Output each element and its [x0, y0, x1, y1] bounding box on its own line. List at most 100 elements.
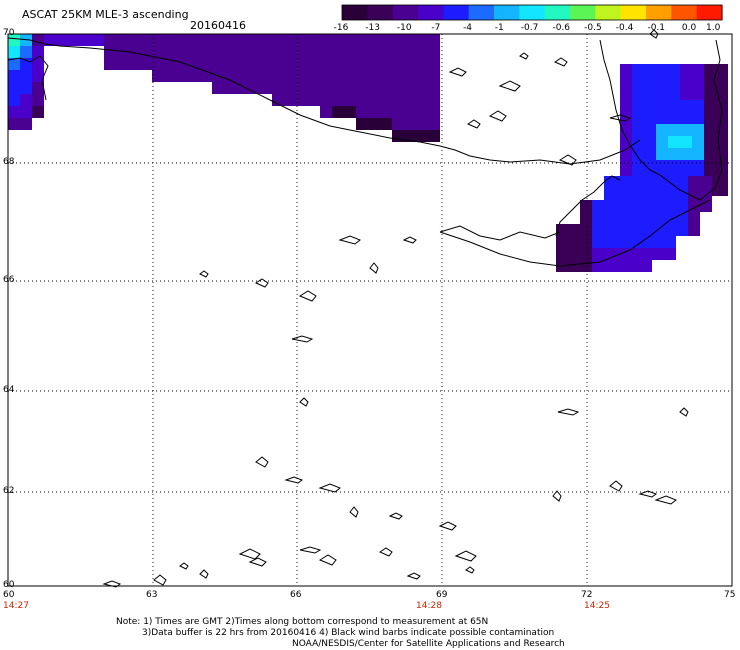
swath-cell: [652, 212, 664, 224]
swath-cell: [620, 136, 632, 148]
swath-cell: [392, 82, 404, 94]
swath-cell: [248, 46, 260, 58]
swath-cell: [568, 248, 580, 260]
swath-cell: [428, 46, 440, 58]
island-outline: [454, 550, 477, 562]
swath-cell: [632, 124, 644, 136]
swath-cell: [176, 58, 188, 70]
swath-cell: [404, 130, 416, 142]
swath-cell: [692, 136, 704, 148]
swath-cell: [716, 76, 728, 88]
swath-cell: [640, 188, 652, 200]
swath-cell: [416, 46, 428, 58]
swath-cell: [628, 224, 640, 236]
swath-cell: [320, 34, 332, 46]
swath-cell: [20, 118, 32, 130]
swath-cell: [652, 248, 664, 260]
swath-cell: [236, 34, 248, 46]
island-outline: [552, 490, 562, 502]
colorbar-segment: [392, 5, 419, 20]
swath-cell: [356, 94, 368, 106]
swath-cell: [416, 58, 428, 70]
swath-cell: [44, 34, 56, 46]
swath-cell: [416, 130, 428, 142]
swath-cell: [652, 236, 664, 248]
colorbar-segment: [468, 5, 495, 20]
island-outline: [153, 574, 167, 586]
swath-cell: [628, 236, 640, 248]
swath-cell: [616, 188, 628, 200]
island-outline: [199, 270, 209, 278]
swath-cell: [416, 70, 428, 82]
swath-cell: [428, 94, 440, 106]
swath-cell: [620, 100, 632, 112]
swath-cell: [128, 58, 140, 70]
swath-cell: [592, 200, 604, 212]
swath-cell: [656, 76, 668, 88]
colorbar-tick-label: -0.1: [647, 23, 666, 33]
swath-cell: [212, 34, 224, 46]
swath-cell: [620, 76, 632, 88]
swath-cell: [652, 188, 664, 200]
swath-cell: [368, 118, 380, 130]
swath-cell: [688, 212, 700, 224]
swath-cell: [416, 106, 428, 118]
swath-cell: [332, 106, 344, 118]
swath-cell: [212, 58, 224, 70]
pass-time-1: 14:27: [3, 601, 29, 611]
swath-cell: [640, 212, 652, 224]
swath-cell: [404, 94, 416, 106]
swath-cell: [116, 58, 128, 70]
swath-cell: [260, 58, 272, 70]
lat-label-62: 62: [3, 486, 15, 496]
pass-time-2: 14:28: [416, 601, 442, 611]
swath-cell: [704, 148, 716, 160]
swath-cell: [32, 58, 44, 70]
scatterometer-swaths: [8, 34, 728, 272]
swath-cell: [344, 34, 356, 46]
swath-cell: [356, 58, 368, 70]
island-outline: [291, 335, 314, 343]
colorbar-segment: [620, 5, 647, 20]
swath-cell: [188, 46, 200, 58]
swath-cell: [116, 46, 128, 58]
swath-cell: [640, 260, 652, 272]
swath-cell: [656, 148, 668, 160]
swath-cell: [632, 88, 644, 100]
swath-cell: [656, 136, 668, 148]
swath-cell: [668, 136, 680, 148]
swath-cell: [628, 188, 640, 200]
swath-cell: [188, 70, 200, 82]
swath-cell: [284, 70, 296, 82]
swath-cell: [680, 88, 692, 100]
swath-cell: [272, 70, 284, 82]
island-outline: [298, 290, 317, 302]
swath-cell: [200, 46, 212, 58]
swath-cell: [272, 82, 284, 94]
lon-label-72: 72: [581, 590, 593, 600]
swath-cell: [680, 64, 692, 76]
swath-cell: [592, 212, 604, 224]
island-outline: [378, 547, 393, 557]
colorbar-segment: [367, 5, 394, 20]
swath-cell: [392, 58, 404, 70]
swath-cell: [404, 58, 416, 70]
swath-cell: [664, 224, 676, 236]
swath-cell: [8, 106, 20, 118]
swath-cell: [688, 224, 700, 236]
swath-cell: [308, 82, 320, 94]
swath-cell: [568, 224, 580, 236]
island-outline: [465, 566, 475, 574]
colorbar: [341, 4, 723, 21]
swath-cell: [212, 82, 224, 94]
lon-label-63: 63: [146, 590, 158, 600]
swath-cell: [392, 130, 404, 142]
swath-cell: [344, 82, 356, 94]
swath-cell: [296, 46, 308, 58]
swath-cell: [716, 172, 728, 184]
swath-cell: [320, 58, 332, 70]
swath-cell: [320, 70, 332, 82]
swath-cell: [604, 200, 616, 212]
swath-cell: [704, 124, 716, 136]
